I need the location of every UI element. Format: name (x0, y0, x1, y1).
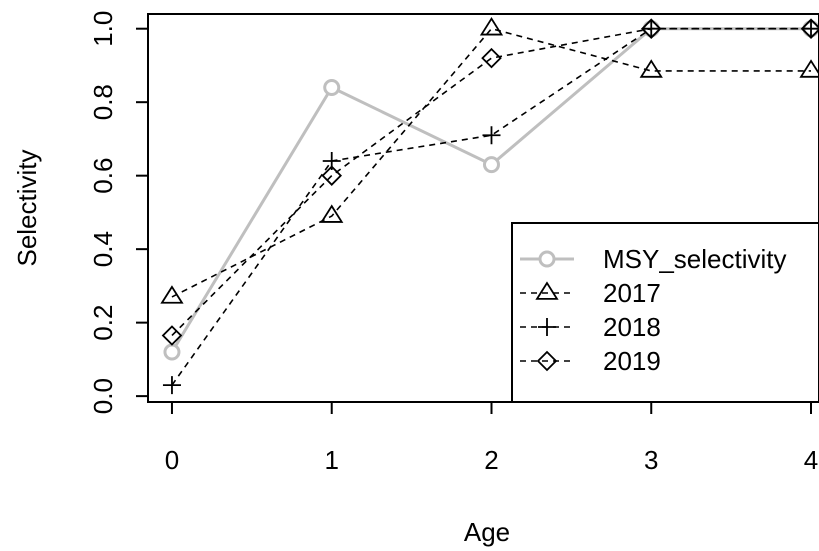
y-tick-label: 0.6 (88, 158, 118, 194)
marker-gap (484, 157, 499, 172)
data-point-plus (482, 126, 501, 145)
y-tick-label: 1.0 (88, 11, 118, 47)
marker-gap (324, 80, 339, 95)
data-point-circle (323, 78, 341, 96)
data-point-diamond (800, 18, 819, 39)
x-tick-label: 1 (324, 445, 338, 475)
x-tick-label: 4 (804, 445, 818, 475)
x-axis: 0 1 2 3 4 (165, 401, 818, 475)
data-point-diamond (640, 18, 662, 39)
data-point-triangle (799, 59, 819, 78)
marker-gap (540, 252, 554, 266)
data-point-triangle (320, 204, 344, 223)
data-point-circle (482, 156, 500, 174)
data-point-diamond (481, 47, 502, 69)
series-line (171, 27, 812, 298)
data-point-triangle (639, 59, 663, 78)
y-tick-label: 0.0 (88, 378, 118, 414)
data-point-triangle (479, 17, 504, 36)
legend: MSY_selectivity 2017 2018 2019 (511, 222, 819, 403)
data-point-triangle (160, 285, 184, 304)
series-2017 (160, 17, 819, 304)
x-tick-label: 0 (165, 445, 179, 475)
legend-marker-circle (538, 250, 556, 268)
legend-marker-diamond (536, 350, 558, 372)
legend-marker-plus (538, 318, 556, 336)
x-axis-label: Age (464, 517, 510, 547)
legend-label: 2018 (603, 312, 661, 342)
y-tick-label: 0.2 (88, 305, 118, 341)
data-point-diamond (161, 325, 183, 346)
legend-marker-triangle (535, 281, 559, 300)
y-axis-label: Selectivity (12, 149, 42, 266)
data-point-diamond (321, 165, 342, 186)
legend-label: 2019 (603, 346, 661, 376)
legend-box (511, 222, 819, 403)
y-tick-label: 0.8 (88, 84, 118, 120)
legend-label: MSY_selectivity (603, 244, 787, 274)
series-2019 (161, 18, 819, 346)
series-line (171, 27, 812, 337)
x-tick-label: 2 (484, 445, 498, 475)
y-tick-label: 0.4 (88, 231, 118, 267)
x-tick-label: 3 (644, 445, 658, 475)
y-axis: 0.0 0.2 0.4 0.6 0.8 1.0 (88, 11, 149, 414)
legend-label: 2017 (603, 278, 661, 308)
data-point-plus (162, 376, 181, 395)
marker-gap (164, 345, 179, 360)
